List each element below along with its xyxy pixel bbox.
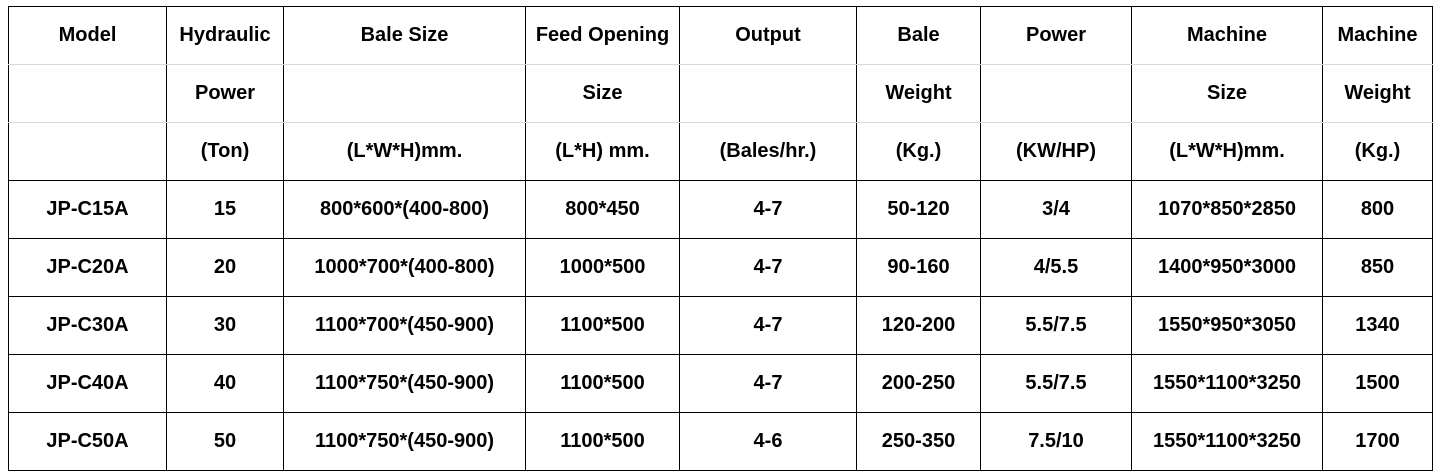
table-cell: Hydraulic xyxy=(166,6,284,65)
table-cell: Size xyxy=(525,64,680,123)
table-cell: 1100*500 xyxy=(525,354,680,413)
table-cell: 1550*950*3050 xyxy=(1131,296,1323,355)
table-row: JP-C15A 15 800*600*(400-800) 800*450 4-7 50-1… xyxy=(8,180,1433,239)
table-cell: Model xyxy=(8,6,167,65)
table-cell: Weight xyxy=(856,64,981,123)
table-cell: 50 xyxy=(166,412,284,471)
table-cell: JP-C50A xyxy=(8,412,167,471)
table-cell: 1100*750*(450-900) xyxy=(283,354,526,413)
table-row: Power Size Weight Size Weight xyxy=(8,64,1433,123)
table-row: JP-C20A 20 1000*700*(400-800) 1000*500 4-7 90… xyxy=(8,238,1433,297)
table-cell: 250-350 xyxy=(856,412,981,471)
table-cell xyxy=(980,64,1132,123)
table-cell: Power xyxy=(166,64,284,123)
table-cell: 15 xyxy=(166,180,284,239)
table-row: JP-C50A 50 1100*750*(450-900) 1100*500 4-6 25… xyxy=(8,412,1433,471)
table-cell: 800 xyxy=(1322,180,1433,239)
table-cell: 120-200 xyxy=(856,296,981,355)
table-cell xyxy=(8,64,167,123)
table-cell: 200-250 xyxy=(856,354,981,413)
table-cell: Bale Size xyxy=(283,6,526,65)
table-cell: 1550*1100*3250 xyxy=(1131,412,1323,471)
table-cell: 1700 xyxy=(1322,412,1433,471)
table-cell: 1400*950*3000 xyxy=(1131,238,1323,297)
table-cell: JP-C15A xyxy=(8,180,167,239)
table-cell: Power xyxy=(980,6,1132,65)
table-cell: 850 xyxy=(1322,238,1433,297)
table-cell: 1340 xyxy=(1322,296,1433,355)
table-cell: Feed Opening xyxy=(525,6,680,65)
table-cell xyxy=(8,122,167,181)
table-cell: 800*450 xyxy=(525,180,680,239)
table-cell: 800*600*(400-800) xyxy=(283,180,526,239)
table-cell: 3/4 xyxy=(980,180,1132,239)
table-cell: 5.5/7.5 xyxy=(980,296,1132,355)
table-cell: 1100*700*(450-900) xyxy=(283,296,526,355)
table-cell: 50-120 xyxy=(856,180,981,239)
table-cell xyxy=(283,64,526,123)
table-cell: (L*W*H)mm. xyxy=(1131,122,1323,181)
table-cell: Output xyxy=(679,6,857,65)
table-cell: 1000*500 xyxy=(525,238,680,297)
table-cell: JP-C40A xyxy=(8,354,167,413)
table-cell: (Bales/hr.) xyxy=(679,122,857,181)
table-cell: Machine xyxy=(1322,6,1433,65)
table-cell: (KW/HP) xyxy=(980,122,1132,181)
table-cell: 4-7 xyxy=(679,180,857,239)
table-cell: 1550*1100*3250 xyxy=(1131,354,1323,413)
table-cell: (L*H) mm. xyxy=(525,122,680,181)
table-cell: 4-7 xyxy=(679,238,857,297)
table-cell: 4-7 xyxy=(679,354,857,413)
table-cell: JP-C20A xyxy=(8,238,167,297)
table-row: JP-C30A 30 1100*700*(450-900) 1100*500 4-7 12… xyxy=(8,296,1433,355)
table-row: Model Hydraulic Bale Size Feed Opening Outpu… xyxy=(8,6,1433,65)
table-cell: 4-6 xyxy=(679,412,857,471)
table-row: (Ton) (L*W*H)mm. (L*H) mm. (Bales/hr.) (Kg.)… xyxy=(8,122,1433,181)
table-cell: (Ton) xyxy=(166,122,284,181)
spec-table: Model Hydraulic Bale Size Feed Opening Outpu… xyxy=(8,6,1433,471)
table-cell: 90-160 xyxy=(856,238,981,297)
table-cell: JP-C30A xyxy=(8,296,167,355)
table-row: JP-C40A 40 1100*750*(450-900) 1100*500 4-7 20… xyxy=(8,354,1433,413)
table-cell: 30 xyxy=(166,296,284,355)
table-cell: (L*W*H)mm. xyxy=(283,122,526,181)
table-cell: Size xyxy=(1131,64,1323,123)
table-cell: 1070*850*2850 xyxy=(1131,180,1323,239)
table-cell: 1000*700*(400-800) xyxy=(283,238,526,297)
table-cell: (Kg.) xyxy=(856,122,981,181)
table-cell: Bale xyxy=(856,6,981,65)
table-cell: (Kg.) xyxy=(1322,122,1433,181)
table-cell xyxy=(679,64,857,123)
table-cell: 40 xyxy=(166,354,284,413)
table-cell: 20 xyxy=(166,238,284,297)
table-cell: 5.5/7.5 xyxy=(980,354,1132,413)
table-cell: Machine xyxy=(1131,6,1323,65)
table-cell: 7.5/10 xyxy=(980,412,1132,471)
table-cell: 4-7 xyxy=(679,296,857,355)
table-cell: 1100*500 xyxy=(525,296,680,355)
table-cell: 1100*750*(450-900) xyxy=(283,412,526,471)
table-cell: 4/5.5 xyxy=(980,238,1132,297)
table-cell: 1500 xyxy=(1322,354,1433,413)
table-cell: Weight xyxy=(1322,64,1433,123)
table-cell: 1100*500 xyxy=(525,412,680,471)
